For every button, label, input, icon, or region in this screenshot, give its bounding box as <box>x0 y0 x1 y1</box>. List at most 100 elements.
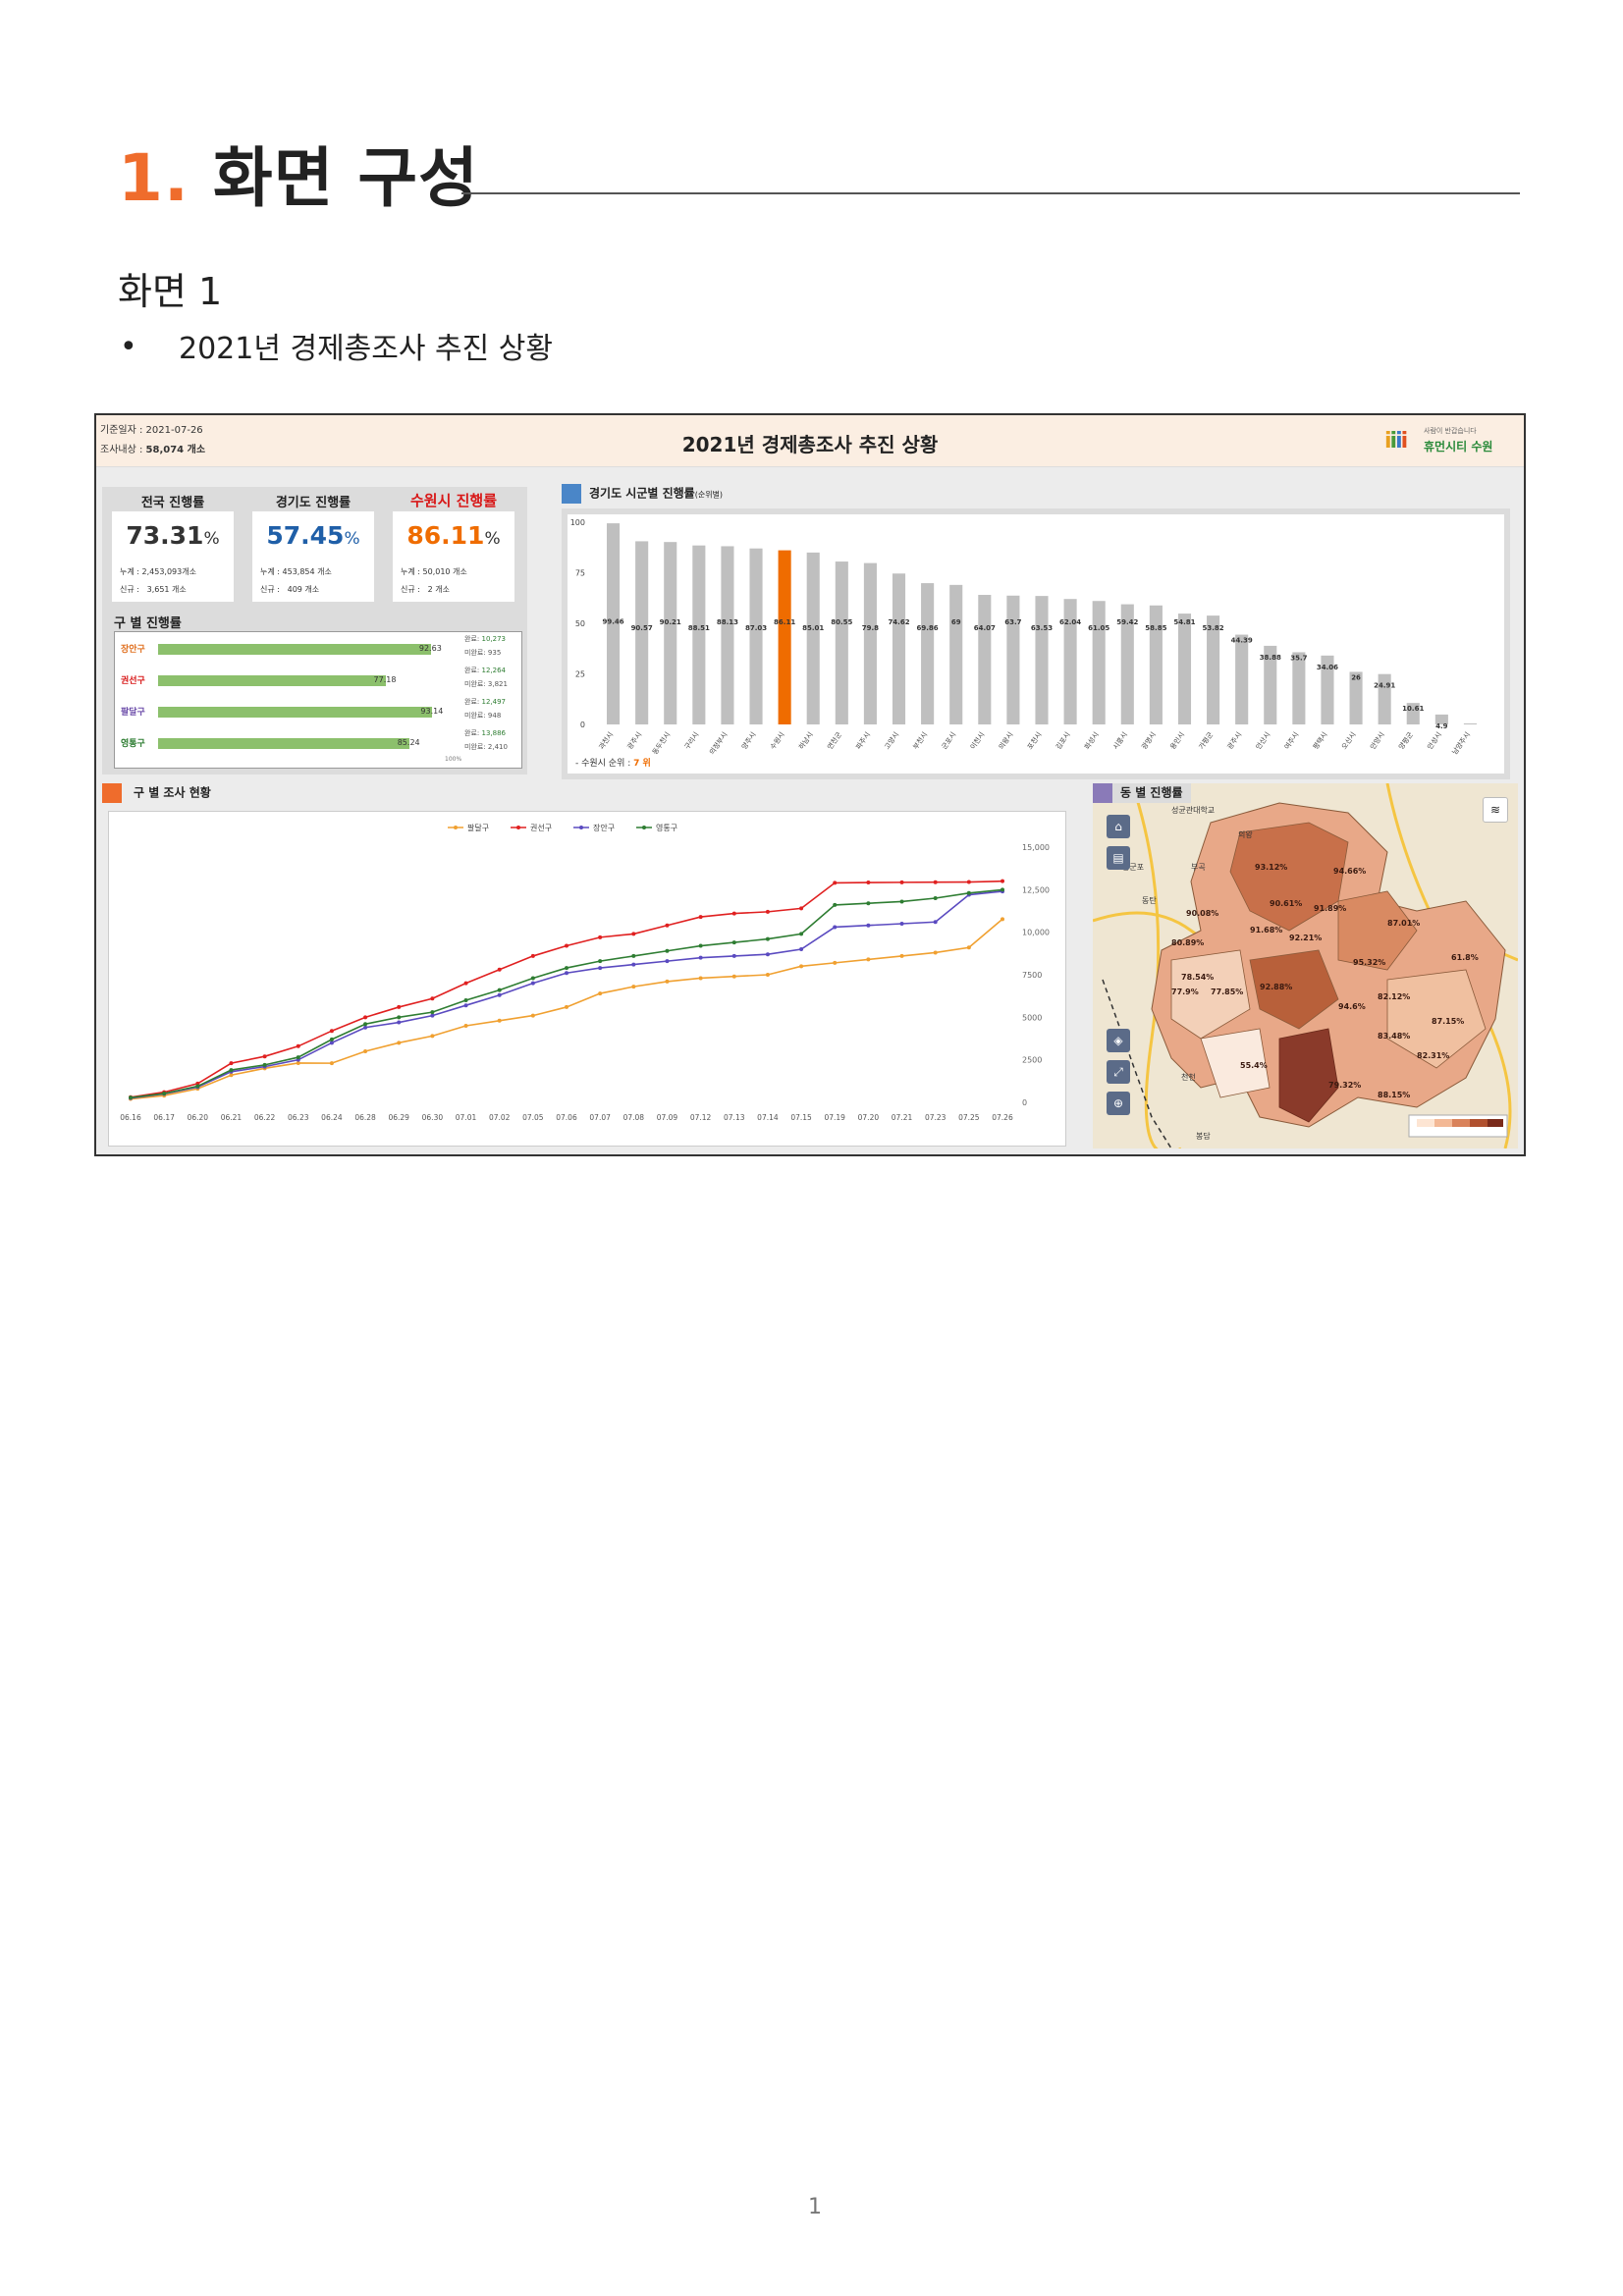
dong-rate-label: 95.32% <box>1353 958 1385 967</box>
series-point <box>833 902 838 907</box>
kpi-card-national: 전국 진행률 73.31% 누계 : 2,453,093개소 신규 : 3,65… <box>112 492 234 617</box>
x-tick-label: 07.13 <box>724 1113 745 1122</box>
city-bar <box>1292 652 1306 724</box>
series-point <box>731 953 736 958</box>
kpi-new: 신규 : 409 개소 <box>260 584 319 595</box>
series-point <box>866 881 871 885</box>
gu-progress-bar <box>158 644 431 655</box>
dong-rate-label: 88.15% <box>1378 1091 1410 1099</box>
gu-todo-label: 미완료: <box>464 680 486 688</box>
city-bar-value: 10.61 <box>1402 705 1424 713</box>
series-point <box>129 1095 133 1100</box>
section-title: 화면 1 <box>118 270 223 313</box>
series-point <box>463 1003 468 1008</box>
dong-rate-label: 93.12% <box>1255 863 1287 872</box>
gu-name: 영통구 <box>121 739 145 749</box>
ref-date-label: 기준일자 : <box>100 425 143 436</box>
city-bar-value: 62.04 <box>1059 618 1081 626</box>
map-measure-icon[interactable]: ⤢ <box>1107 1060 1130 1084</box>
city-bar <box>892 573 906 724</box>
series-point <box>799 932 804 936</box>
dong-rate-label: 83.48% <box>1378 1032 1410 1041</box>
series-point <box>665 948 670 953</box>
city-bar <box>1149 605 1163 724</box>
city-bar <box>778 550 791 724</box>
city-bar-value: 74.62 <box>888 618 909 626</box>
map-layers-icon[interactable]: ◈ <box>1107 1029 1130 1052</box>
kpi-label: 경기도 진행률 <box>275 496 352 510</box>
series-point <box>866 923 871 928</box>
series-point <box>866 957 871 962</box>
city-bar <box>1035 596 1049 724</box>
series-point <box>430 996 435 1001</box>
heading-marker-icon <box>562 484 581 504</box>
series-point <box>1001 917 1004 922</box>
city-bar <box>607 523 621 724</box>
series-point <box>497 992 502 997</box>
series-point <box>698 955 703 960</box>
x-tick-label: 06.28 <box>354 1113 376 1122</box>
series-point <box>598 966 603 971</box>
place-label: 의왕 <box>1238 829 1253 839</box>
gu-chart-title: 구 별 조사 현황 <box>134 785 211 800</box>
series-point <box>296 1055 300 1060</box>
series-point <box>497 988 502 992</box>
gu-progress-box: 장안구 92.63 완료: 10,273 미완료: 935 권선구 77.18 … <box>114 631 522 769</box>
x-tick-label: 07.23 <box>925 1113 947 1122</box>
dong-rate-label: 91.89% <box>1314 904 1346 913</box>
district-map[interactable]: 93.12% 94.66% 90.61% 91.89% 90.08% 87.01% 91.6… <box>1092 782 1519 1154</box>
series-point <box>1001 887 1004 892</box>
gu-todo: 미완료: 3,821 <box>464 679 508 689</box>
series-point <box>430 1013 435 1018</box>
map-stats-icon[interactable]: ▤ <box>1107 846 1130 870</box>
gu-todo: 미완료: 935 <box>464 648 501 658</box>
city-bar <box>1063 599 1077 724</box>
series-point <box>799 964 804 969</box>
city-bar-value: 58.85 <box>1145 624 1166 632</box>
legend-swatch <box>1434 1119 1452 1127</box>
kpi-cum-label: 누계 : <box>401 567 420 576</box>
gu-done: 완료: 10,273 <box>464 634 506 644</box>
heading-marker-icon <box>102 783 122 803</box>
map-layer-toggle-icon[interactable]: ≋ <box>1483 797 1508 823</box>
series-point <box>565 966 568 971</box>
series-line <box>130 890 1003 1099</box>
legend-swatch <box>1470 1119 1488 1127</box>
kpi-box: 57.45% 누계 : 453,854 개소 신규 : 409 개소 <box>252 511 374 602</box>
kpi-new: 신규 : 2 개소 <box>401 584 450 595</box>
city-bar-value: 61.05 <box>1088 624 1109 632</box>
place-label: 성균관대학교 <box>1171 805 1215 815</box>
x-tick-label: 07.12 <box>690 1113 712 1122</box>
kpi-cum-value: 2,453,093개소 <box>141 567 196 576</box>
gu-progress-bar <box>158 675 386 686</box>
kpi-value: 73.31% <box>112 521 234 550</box>
x-tick-label: 07.07 <box>589 1113 611 1122</box>
boundary-line <box>1102 979 1172 1149</box>
city-bar <box>635 541 649 724</box>
heading-marker-icon <box>1093 783 1112 803</box>
series-point <box>933 880 938 884</box>
place-label: 봉담 <box>1196 1131 1211 1141</box>
map-home-icon[interactable]: ⌂ <box>1107 815 1130 838</box>
y-tick-label: 15,000 <box>1022 843 1050 852</box>
y-tick-label: 7500 <box>1022 971 1042 980</box>
city-bar <box>1321 655 1334 724</box>
x-tick-label: 07.02 <box>489 1113 511 1122</box>
gu-row: 영통구 85.24 완료: 13,886 미완료: 2,410 <box>115 728 521 758</box>
series-point <box>463 1024 468 1028</box>
district-region-low <box>1278 1028 1339 1123</box>
series-point <box>430 1010 435 1015</box>
map-zoom-icon[interactable]: ⊕ <box>1107 1092 1130 1115</box>
gu-todo-value: 2,410 <box>487 743 508 751</box>
city-bar-value: 35.7 <box>1290 654 1307 662</box>
kpi-value: 57.45% <box>252 521 374 550</box>
series-point <box>631 932 636 936</box>
rank-label: - 수원시 순위 : 7 위 <box>575 757 651 769</box>
gu-row: 팔달구 93.14 완료: 12,497 미완료: 948 <box>115 697 521 726</box>
gu-done-value: 12,264 <box>481 667 506 674</box>
series-point <box>262 1062 267 1067</box>
target-count: 58,074 개소 <box>145 445 206 455</box>
kpi-cum-label: 누계 : <box>260 567 280 576</box>
city-bar <box>835 561 848 724</box>
series-point <box>631 962 636 967</box>
